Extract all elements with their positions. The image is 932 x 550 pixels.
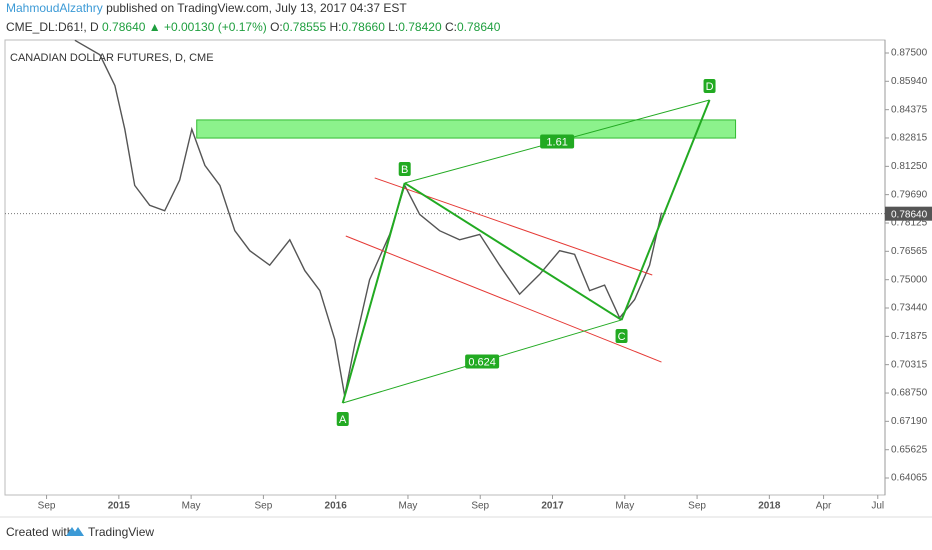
chart-title: CANADIAN DOLLAR FUTURES, D, CME	[10, 52, 214, 64]
symbol: CME_DL:D61!, D	[6, 20, 99, 34]
x-tick-label: 2017	[541, 501, 564, 512]
footer-created: Created with	[6, 525, 73, 539]
x-tick-label: 2015	[108, 501, 131, 512]
x-tick-label: Sep	[254, 501, 272, 512]
brand-logo	[66, 527, 84, 536]
last-price-label: 0.78640	[891, 209, 928, 220]
ohlc-line: CME_DL:D61!, D 0.78640 ▲ +0.00130 (+0.17…	[6, 20, 501, 34]
y-tick-label: 0.76565	[891, 246, 928, 257]
x-tick-label: Jul	[871, 501, 884, 512]
published: published on TradingView.com, July 13, 2…	[106, 1, 407, 15]
y-tick-label: 0.78125	[891, 218, 928, 229]
point-label: D	[706, 81, 714, 93]
x-tick-label: May	[615, 501, 634, 512]
high-label: H:	[330, 20, 342, 34]
ratio-box	[465, 354, 500, 369]
last-price-box	[885, 206, 932, 221]
close-label: C:	[445, 20, 457, 34]
y-tick-label: 0.64065	[891, 473, 928, 484]
x-tick-label: 2018	[758, 501, 781, 512]
low-label: L:	[388, 20, 398, 34]
y-tick-label: 0.68750	[891, 388, 928, 399]
target-zone	[196, 119, 737, 139]
point-label: A	[339, 414, 347, 426]
open-label: O:	[270, 20, 283, 34]
ratio-label: 1.61	[546, 136, 567, 148]
low: 0.78420	[398, 20, 442, 34]
point-label: C	[618, 331, 626, 343]
x-tick-label: May	[399, 501, 418, 512]
y-tick-label: 0.79690	[891, 189, 928, 200]
close: 0.78640	[457, 20, 501, 34]
x-tick-label: May	[182, 501, 201, 512]
price-line	[74, 39, 663, 396]
header-line: MahmoudAlzathry published on TradingView…	[6, 1, 407, 15]
point-box	[615, 328, 628, 343]
y-tick-label: 0.73440	[891, 303, 928, 314]
y-tick-label: 0.84375	[891, 104, 928, 115]
y-tick-label: 0.65625	[891, 444, 928, 455]
channel-line	[374, 177, 653, 276]
pattern-leg	[341, 182, 406, 404]
x-tick-label: Sep	[38, 501, 56, 512]
footer-brand: TradingView	[88, 525, 154, 539]
point-label: B	[401, 164, 408, 176]
change: ▲ +0.00130 (+0.17%)	[149, 20, 267, 34]
x-tick-label: 2016	[325, 501, 348, 512]
last: 0.78640	[102, 20, 146, 34]
y-tick-label: 0.82815	[891, 133, 928, 144]
high: 0.78660	[342, 20, 386, 34]
open: 0.78555	[283, 20, 327, 34]
y-tick-label: 0.67190	[891, 416, 928, 427]
pattern-leg	[404, 182, 623, 321]
x-tick-label: Sep	[688, 501, 706, 512]
author: MahmoudAlzathry	[6, 1, 103, 15]
pattern-leg	[620, 99, 711, 321]
channel-line	[345, 235, 662, 363]
ratio-label: 0.624	[468, 356, 496, 368]
plot-frame	[4, 39, 886, 496]
point-box	[398, 162, 411, 177]
y-tick-label: 0.87500	[891, 48, 928, 59]
y-tick-label: 0.75000	[891, 274, 928, 285]
x-tick-label: Apr	[816, 501, 832, 512]
y-tick-label: 0.85940	[891, 76, 928, 87]
x-tick-label: Sep	[471, 501, 489, 512]
point-box	[336, 412, 349, 427]
ratio-box	[540, 134, 575, 149]
y-tick-label: 0.71875	[891, 331, 928, 342]
y-tick-label: 0.70315	[891, 359, 928, 370]
y-tick-label: 0.81250	[891, 161, 928, 172]
point-box	[703, 78, 716, 93]
